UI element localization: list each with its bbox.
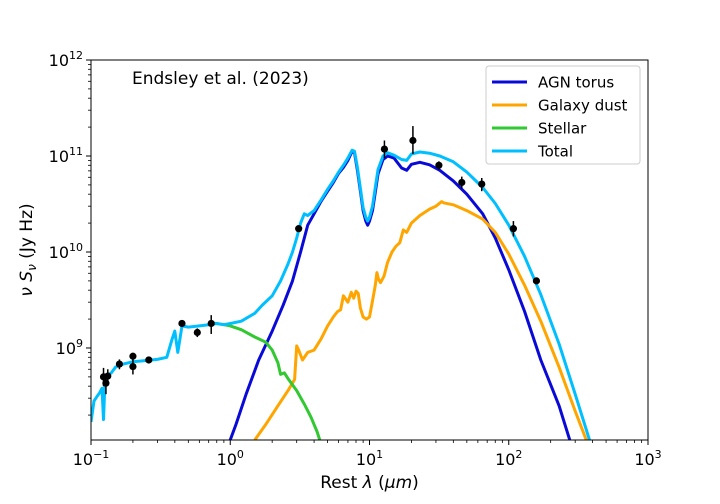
citation-annotation: Endsley et al. (2023): [132, 69, 309, 89]
x-axis: 10−1 100 101 102 103: [73, 440, 662, 469]
data-marker: [458, 178, 466, 187]
x-tick-label: 10−1: [73, 448, 110, 469]
legend-entry-stellar: Stellar: [492, 120, 587, 138]
data-marker: [295, 225, 303, 233]
observed-point: [129, 359, 137, 375]
observed-point: [145, 356, 153, 364]
data-marker: [478, 180, 486, 188]
y-axis: 109 1010 1011 1012: [49, 49, 91, 416]
observed-point: [178, 319, 186, 328]
observed-point: [532, 277, 541, 285]
legend-label: Stellar: [538, 120, 587, 138]
x-tick-label: 101: [356, 448, 383, 469]
observed-point: [115, 359, 124, 370]
observed-point: [104, 369, 112, 385]
data-marker: [207, 319, 215, 328]
observed-point: [295, 225, 303, 233]
y-tick-label: 1011: [49, 145, 83, 166]
data-marker: [115, 360, 124, 368]
legend-label: AGN torus: [538, 74, 614, 92]
series-stellar-line: [208, 320, 322, 440]
data-marker: [435, 161, 443, 169]
observed-point: [380, 140, 389, 159]
observed-point: [435, 161, 443, 170]
data-marker: [509, 225, 518, 233]
data-marker: [532, 277, 541, 285]
y-axis-label: ν Sν (Jy Hz): [17, 203, 39, 296]
observed-point: [129, 352, 137, 360]
data-marker: [129, 352, 137, 360]
data-marker: [178, 319, 186, 328]
data-marker: [129, 362, 137, 371]
legend-entry-agn-torus: AGN torus: [492, 74, 614, 92]
series-galaxy-dust-line: [253, 200, 588, 440]
y-tick-label: 109: [56, 337, 83, 358]
x-tick-label: 103: [634, 448, 661, 469]
observed-point: [478, 177, 486, 192]
observed-point: [193, 328, 201, 338]
legend-label: Galaxy dust: [538, 97, 628, 115]
observed-points: [99, 126, 541, 395]
series-agn-torus-line: [228, 149, 572, 440]
data-marker: [380, 145, 389, 153]
legend-box: [485, 65, 641, 165]
observed-point: [509, 221, 518, 237]
legend-entry-total: Total: [492, 143, 573, 161]
legend: AGN torus Galaxy dust Stellar Total: [485, 65, 641, 165]
series-total-line: [91, 148, 592, 440]
observed-point: [409, 126, 417, 154]
x-tick-label: 100: [217, 448, 244, 469]
model-curves: [91, 148, 592, 440]
observed-point: [207, 315, 215, 334]
legend-entry-galaxy-dust: Galaxy dust: [492, 97, 628, 115]
y-tick-label: 1012: [49, 49, 83, 70]
observed-point: [458, 176, 466, 189]
data-marker: [409, 136, 417, 145]
y-tick-label: 1010: [49, 241, 83, 262]
data-marker: [145, 356, 153, 364]
legend-label: Total: [537, 143, 573, 161]
x-tick-label: 102: [495, 448, 522, 469]
x-axis-label: Rest λ (μm): [320, 473, 419, 493]
data-marker: [104, 372, 112, 380]
data-marker: [193, 328, 201, 337]
